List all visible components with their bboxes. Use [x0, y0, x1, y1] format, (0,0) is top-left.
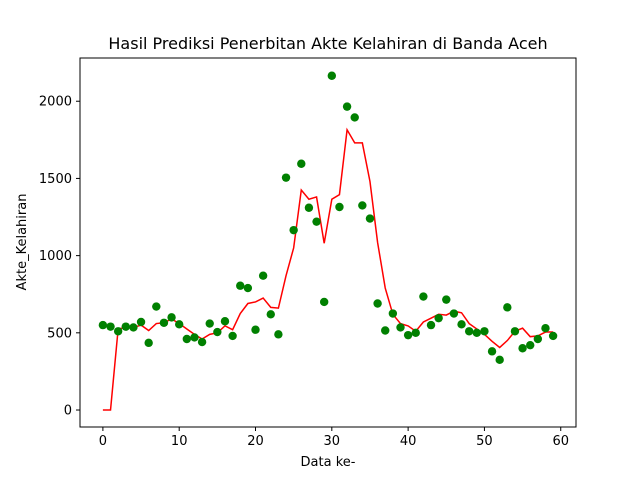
data-point [526, 340, 535, 350]
data-point [167, 313, 176, 322]
data-point [358, 201, 367, 210]
data-point [327, 71, 337, 80]
data-point [487, 347, 497, 356]
data-point [106, 322, 115, 331]
data-point [319, 297, 329, 307]
data-point [411, 328, 420, 338]
data-point [243, 283, 253, 293]
data-point [159, 318, 169, 327]
chart-title: Hasil Prediksi Penerbitan Akte Kelahiran… [108, 34, 547, 53]
x-tick-label: 10 [171, 434, 188, 449]
x-axis-label: Data ke- [301, 455, 356, 470]
data-point [213, 327, 222, 337]
data-point [220, 317, 230, 326]
data-point [136, 317, 146, 327]
data-point [434, 313, 443, 323]
x-tick-label: 20 [247, 434, 264, 449]
data-point [541, 323, 550, 333]
data-point [144, 338, 153, 348]
data-point [190, 333, 199, 342]
data-point [274, 330, 283, 339]
data-point [182, 334, 192, 344]
data-point [236, 281, 245, 290]
data-point [175, 320, 184, 329]
data-point [98, 320, 108, 330]
data-point [342, 102, 352, 111]
data-point [442, 295, 451, 304]
data-point [503, 303, 512, 312]
data-point [281, 173, 291, 182]
data-point [381, 326, 390, 335]
data-point [403, 330, 413, 340]
data-point [121, 322, 130, 331]
y-axis-label: Akte_Kelahiran [15, 194, 30, 291]
data-point [548, 331, 558, 341]
data-point [335, 202, 344, 212]
data-point [228, 331, 237, 341]
y-tick-label: 1000 [39, 249, 72, 264]
y-ticks: 0 500 1000 1500 2000 [39, 95, 80, 419]
x-tick-label: 60 [552, 434, 569, 449]
y-tick-label: 2000 [39, 95, 72, 110]
data-point [388, 309, 398, 318]
x-tick-label: 0 [99, 434, 107, 449]
x-tick-label: 40 [400, 434, 417, 449]
y-tick-label: 0 [64, 404, 72, 419]
data-point [197, 337, 207, 347]
prediction-line [102, 127, 554, 411]
data-point [365, 214, 375, 223]
data-point [258, 271, 268, 280]
data-point [396, 323, 405, 332]
x-tick-label: 30 [324, 434, 341, 449]
data-point [495, 355, 504, 365]
data-point [251, 325, 260, 334]
axes-frame [79, 57, 577, 428]
data-point [518, 344, 527, 353]
data-point [419, 292, 428, 301]
data-point [152, 302, 161, 311]
y-tick-label: 500 [47, 326, 72, 341]
data-point [464, 327, 474, 336]
data-point [304, 203, 314, 212]
data-point [289, 225, 298, 235]
data-point [350, 113, 359, 122]
data-point [129, 323, 138, 332]
x-tick-label: 50 [476, 434, 493, 449]
x-ticks: 0 10 20 30 40 50 60 [99, 427, 569, 449]
data-point [266, 310, 275, 319]
data-point [426, 320, 436, 330]
data-point [449, 309, 459, 318]
y-tick-label: 1500 [39, 172, 72, 187]
data-point [533, 334, 543, 344]
data-point [113, 327, 123, 336]
data-point [457, 320, 466, 329]
data-point [205, 319, 214, 328]
data-point [312, 217, 321, 226]
plot-area [98, 71, 558, 411]
data-point [373, 299, 382, 308]
data-point [480, 327, 489, 336]
data-point [510, 327, 520, 336]
data-point [472, 328, 481, 338]
data-point [297, 159, 306, 168]
